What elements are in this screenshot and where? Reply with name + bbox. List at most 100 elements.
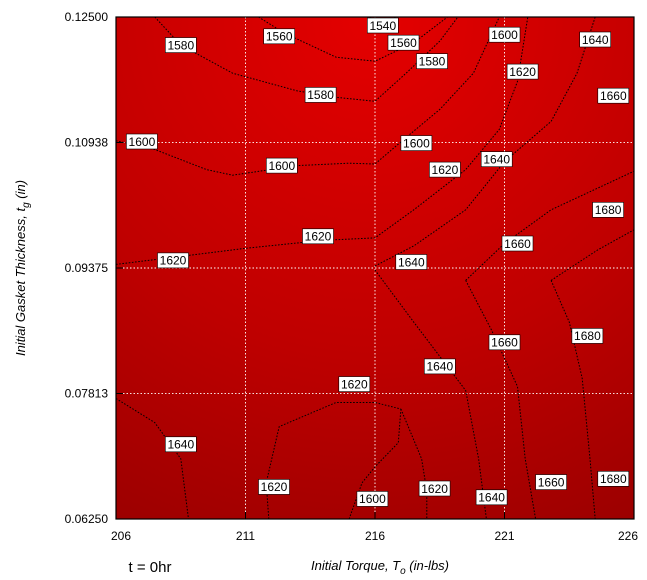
contour-label-text: 1620 xyxy=(160,254,187,268)
contour-label: 1660 xyxy=(501,235,534,252)
contour-line-1640 xyxy=(374,17,596,267)
contour-line-1660 xyxy=(465,170,634,281)
contour-lines xyxy=(116,17,634,519)
contour-label: 1560 xyxy=(387,34,420,51)
contour-label-box xyxy=(571,328,604,344)
contour-line-1620 xyxy=(116,17,529,265)
contour-label-text: 1680 xyxy=(600,472,627,486)
contour-label-box xyxy=(338,376,371,392)
contour-label-box xyxy=(302,228,334,245)
x-axis-title: Initial Torque, To (in-lbs) xyxy=(311,558,449,577)
contour-line-1600 xyxy=(116,17,500,176)
contour-label-box xyxy=(304,87,337,103)
y-axis-title: Initial Gasket Thickness, tg (in) xyxy=(13,180,32,356)
y-tick-label: 0.10938 xyxy=(65,136,109,150)
contour-label: 1660 xyxy=(535,474,567,490)
contour-label: 1660 xyxy=(488,334,521,351)
contour-label: 1660 xyxy=(597,87,630,104)
contour-label-box xyxy=(157,252,189,269)
contour-labels: 1540 1580 1560 1560 1600 1640 1580 1620 1580 1660… xyxy=(126,17,630,507)
contour-label-text: 1600 xyxy=(359,492,386,506)
contour-line-1620 xyxy=(400,408,428,519)
contour-label-box xyxy=(480,151,513,167)
y-tick-label: 0.09375 xyxy=(65,261,109,275)
contour-label: 1640 xyxy=(165,436,197,453)
contour-label: 1680 xyxy=(597,470,630,487)
contour-label-text: 1560 xyxy=(390,36,417,50)
contour-label: 1600 xyxy=(356,491,389,507)
y-axis-title-subscript: g xyxy=(21,202,32,208)
contour-label: 1600 xyxy=(488,26,521,43)
contour-label-text: 1620 xyxy=(432,163,459,177)
contour-label-text: 1560 xyxy=(266,30,293,44)
contour-label-box xyxy=(475,489,508,506)
x-tick-label: 226 xyxy=(618,529,638,543)
contour-label: 1620 xyxy=(429,161,461,178)
contour-label: 1620 xyxy=(157,252,189,269)
x-axis-title-text: Initial Torque, T xyxy=(311,558,401,573)
contour-label: 1640 xyxy=(480,151,513,167)
x-axis: 206 211 216 221 226 xyxy=(111,512,638,543)
contour-label-box xyxy=(592,202,624,218)
contour-label-box xyxy=(423,358,456,375)
y-tick-label: 0.07813 xyxy=(65,387,109,401)
contour-label-text: 1640 xyxy=(483,153,510,167)
contour-label-text: 1660 xyxy=(504,237,531,251)
contour-label-text: 1660 xyxy=(538,475,565,489)
contour-label: 1600 xyxy=(126,133,158,150)
x-tick-label: 216 xyxy=(365,529,385,543)
contour-line-1680 xyxy=(550,229,634,281)
contour-label-text: 1640 xyxy=(426,360,453,374)
contour-label-box xyxy=(429,161,461,178)
contour-label-box xyxy=(488,334,521,351)
contour-label-text: 1660 xyxy=(600,89,627,103)
contour-label-box xyxy=(418,480,451,497)
contour-label: 1620 xyxy=(338,376,371,392)
contour-label-text: 1620 xyxy=(421,482,448,496)
contour-label: 1620 xyxy=(418,480,451,497)
contour-label-box xyxy=(165,37,197,53)
contour-label-box xyxy=(265,157,298,174)
contour-label-box xyxy=(366,17,399,34)
contour-label: 1640 xyxy=(423,358,456,375)
contour-label: 1600 xyxy=(400,135,433,151)
contour-label-text: 1540 xyxy=(369,19,396,33)
contour-label-text: 1620 xyxy=(341,377,368,391)
contour-label-text: 1640 xyxy=(167,438,194,452)
contour-label: 1680 xyxy=(571,328,604,344)
contour-label-box xyxy=(597,470,630,487)
contour-label: 1640 xyxy=(579,31,612,48)
contour-label-box xyxy=(258,479,290,495)
contour-label-box xyxy=(165,436,197,453)
contour-label: 1640 xyxy=(475,489,508,506)
contour-line-1600 xyxy=(348,408,402,519)
y-axis: 0.12500 0.10938 0.09375 0.07813 0.06250 xyxy=(65,10,123,526)
contour-label-box xyxy=(506,63,539,80)
contour-line-1580 xyxy=(154,17,459,102)
contour-label-text: 1600 xyxy=(268,159,295,173)
contour-label-text: 1580 xyxy=(307,88,334,102)
contour-label: 1620 xyxy=(258,479,290,495)
grid xyxy=(116,17,634,519)
x-axis-title-subscript: o xyxy=(400,566,406,577)
x-tick-label: 211 xyxy=(236,529,255,543)
contour-label-box xyxy=(263,28,296,45)
contour-label-text: 1660 xyxy=(491,336,518,350)
contour-label: 1620 xyxy=(506,63,539,80)
contour-label-text: 1600 xyxy=(129,135,156,149)
contour-label-box xyxy=(395,254,428,270)
x-axis-title-unit: (in-lbs) xyxy=(406,558,449,573)
time-annotation: t = 0hr xyxy=(129,559,172,576)
contour-label-text: 1640 xyxy=(582,33,609,47)
contour-label: 1540 xyxy=(366,17,399,34)
contour-label: 1580 xyxy=(416,53,448,70)
contour-label: 1560 xyxy=(263,28,296,45)
contour-label: 1640 xyxy=(395,254,428,270)
contour-label-text: 1680 xyxy=(595,203,622,217)
contour-label-text: 1580 xyxy=(167,38,194,52)
contour-label-box xyxy=(387,34,420,51)
contour-line-1680 xyxy=(550,280,596,519)
y-tick-label: 0.06250 xyxy=(65,512,109,526)
contour-label-text: 1640 xyxy=(478,491,505,505)
